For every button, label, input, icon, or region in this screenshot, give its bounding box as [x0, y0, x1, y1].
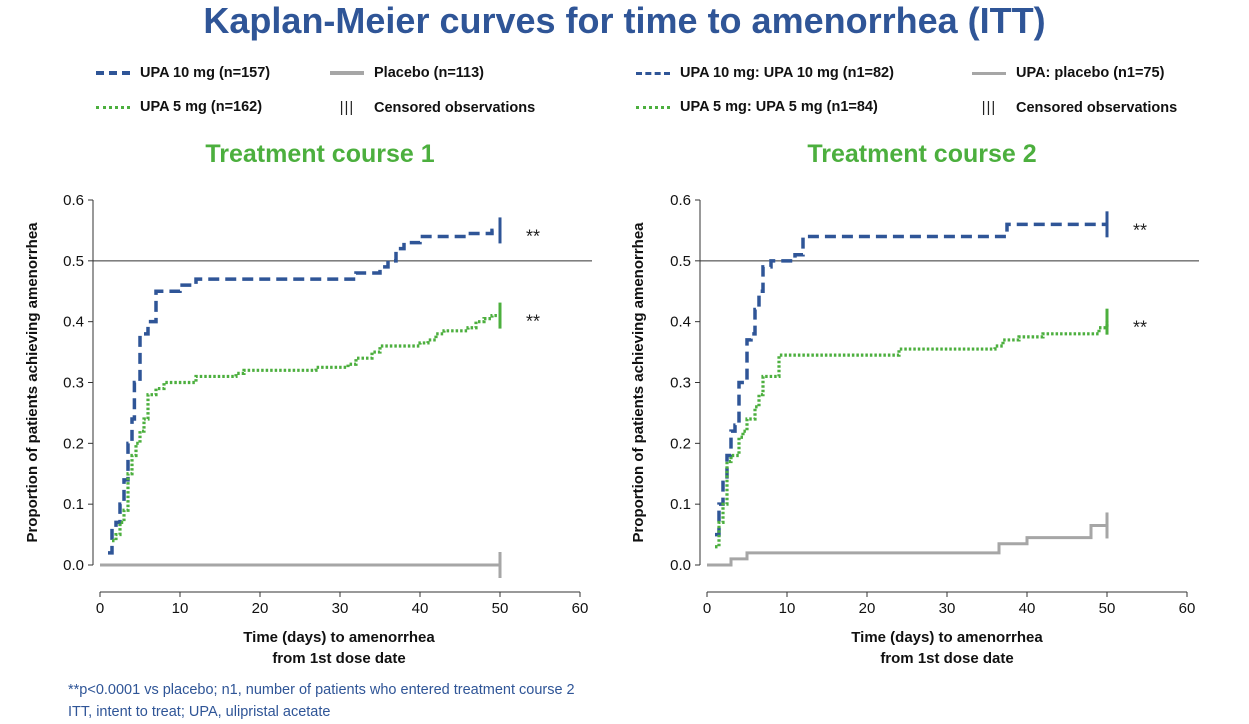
c2-y-tick-label: 0.5: [670, 253, 691, 270]
c2-y-tick-label: 0.4: [670, 314, 691, 331]
c2-series-placebo: [707, 523, 1107, 567]
censor-tick-icon: |||: [981, 99, 997, 116]
solid-line-icon: [330, 71, 364, 75]
c2-y-tick-label: 0.3: [670, 375, 691, 392]
c1-x-axis-label: from 1st dose date: [272, 650, 405, 667]
c1-significance-upa5: **: [526, 312, 540, 332]
footnote-1: **p<0.0001 vs placebo; n1, number of pat…: [68, 682, 575, 698]
c1-y-tick-label: 0.3: [63, 375, 84, 392]
c1-x-tick-label: 30: [332, 600, 349, 617]
c2-x-tick-label: 30: [939, 600, 956, 617]
c2-x-tick-label: 0: [703, 600, 711, 617]
legend-item-upa5: UPA 5 mg (n=162): [96, 99, 262, 115]
c2-x-axis-label: from 1st dose date: [880, 650, 1013, 667]
c1-x-tick-label: 50: [492, 600, 509, 617]
c2-y-tick-label: 0.1: [670, 496, 691, 513]
legend-label: Censored observations: [374, 99, 536, 116]
legend-item-upa5: UPA 5 mg: UPA 5 mg (n1=84): [636, 99, 878, 115]
dashed-line-icon: [636, 71, 670, 75]
c1-x-axis-label: Time (days) to amenorrhea: [243, 629, 435, 646]
c1-y-axis-label: Proportion of patients achieving amenorr…: [24, 222, 41, 543]
c1-y-tick-label: 0.5: [63, 253, 84, 270]
legend-label: UPA: placebo (n1=75): [1016, 65, 1165, 81]
panel-title-course-2: Treatment course 2: [807, 140, 1037, 168]
page-title: Kaplan-Meier curves for time to amenorrh…: [203, 0, 1046, 41]
c2-series-upa5: [715, 321, 1109, 549]
legend-item-placebo: UPA: placebo (n1=75): [972, 65, 1164, 81]
c2-x-tick-label: 20: [859, 600, 876, 617]
legend-item-censored: ||| Censored observations: [972, 99, 1178, 116]
c2-significance-upa5: **: [1133, 318, 1147, 338]
c2-y-tick-label: 0.6: [670, 192, 691, 209]
c1-y-tick-label: 0.1: [63, 496, 84, 513]
c1-y-tick-label: 0.6: [63, 192, 84, 209]
c2-x-axis-label: Time (days) to amenorrhea: [851, 629, 1043, 646]
legend-item-upa10: UPA 10 mg: UPA 10 mg (n1=82): [636, 65, 894, 81]
legend-label: UPA 5 mg: UPA 5 mg (n1=84): [680, 99, 878, 115]
legend-label: UPA 5 mg (n=162): [140, 99, 263, 115]
c1-y-tick-label: 0.4: [63, 314, 84, 331]
c2-x-tick-label: 50: [1099, 600, 1116, 617]
censor-tick-icon: |||: [339, 99, 355, 116]
c2-y-tick-label: 0.2: [670, 435, 691, 452]
dotted-line-icon: [96, 105, 130, 109]
c2-series-upa10: [715, 222, 1107, 537]
legend-label: Censored observations: [1016, 99, 1178, 116]
c1-x-tick-label: 20: [252, 600, 269, 617]
c1-x-tick-label: 40: [412, 600, 429, 617]
legend-item-censored: ||| Censored observations: [330, 99, 536, 116]
c1-series-upa5: [112, 313, 500, 543]
footnote-2: ITT, intent to treat; UPA, ulipristal ac…: [68, 704, 331, 720]
c1-y-tick-label: 0.2: [63, 435, 84, 452]
legend-label: UPA 10 mg (n=157): [140, 65, 271, 81]
c2-x-tick-label: 60: [1179, 600, 1196, 617]
legend-item-placebo: Placebo (n=113): [330, 65, 484, 81]
c1-x-tick-label: 0: [96, 600, 104, 617]
c2-y-axis-label: Proportion of patients achieving amenorr…: [630, 222, 647, 543]
legend-item-upa10: UPA 10 mg (n=157): [96, 65, 270, 81]
dotted-line-icon: [636, 105, 670, 109]
c2-y-tick-label: 0.0: [670, 557, 691, 574]
c1-x-tick-label: 60: [572, 600, 589, 617]
c2-x-tick-label: 10: [779, 600, 796, 617]
c2-significance-upa10: **: [1133, 220, 1147, 240]
legend-label: UPA 10 mg: UPA 10 mg (n1=82): [680, 65, 894, 81]
legend-label: Placebo (n=113): [374, 65, 485, 81]
c1-y-tick-label: 0.0: [63, 557, 84, 574]
c1-significance-upa10: **: [526, 226, 540, 246]
c1-series-upa10: [108, 228, 500, 555]
c1-x-tick-label: 10: [172, 600, 189, 617]
c2-x-tick-label: 40: [1019, 600, 1036, 617]
dashed-line-icon: [96, 71, 130, 75]
panel-title-course-1: Treatment course 1: [205, 140, 435, 168]
solid-line-icon: [972, 71, 1006, 75]
